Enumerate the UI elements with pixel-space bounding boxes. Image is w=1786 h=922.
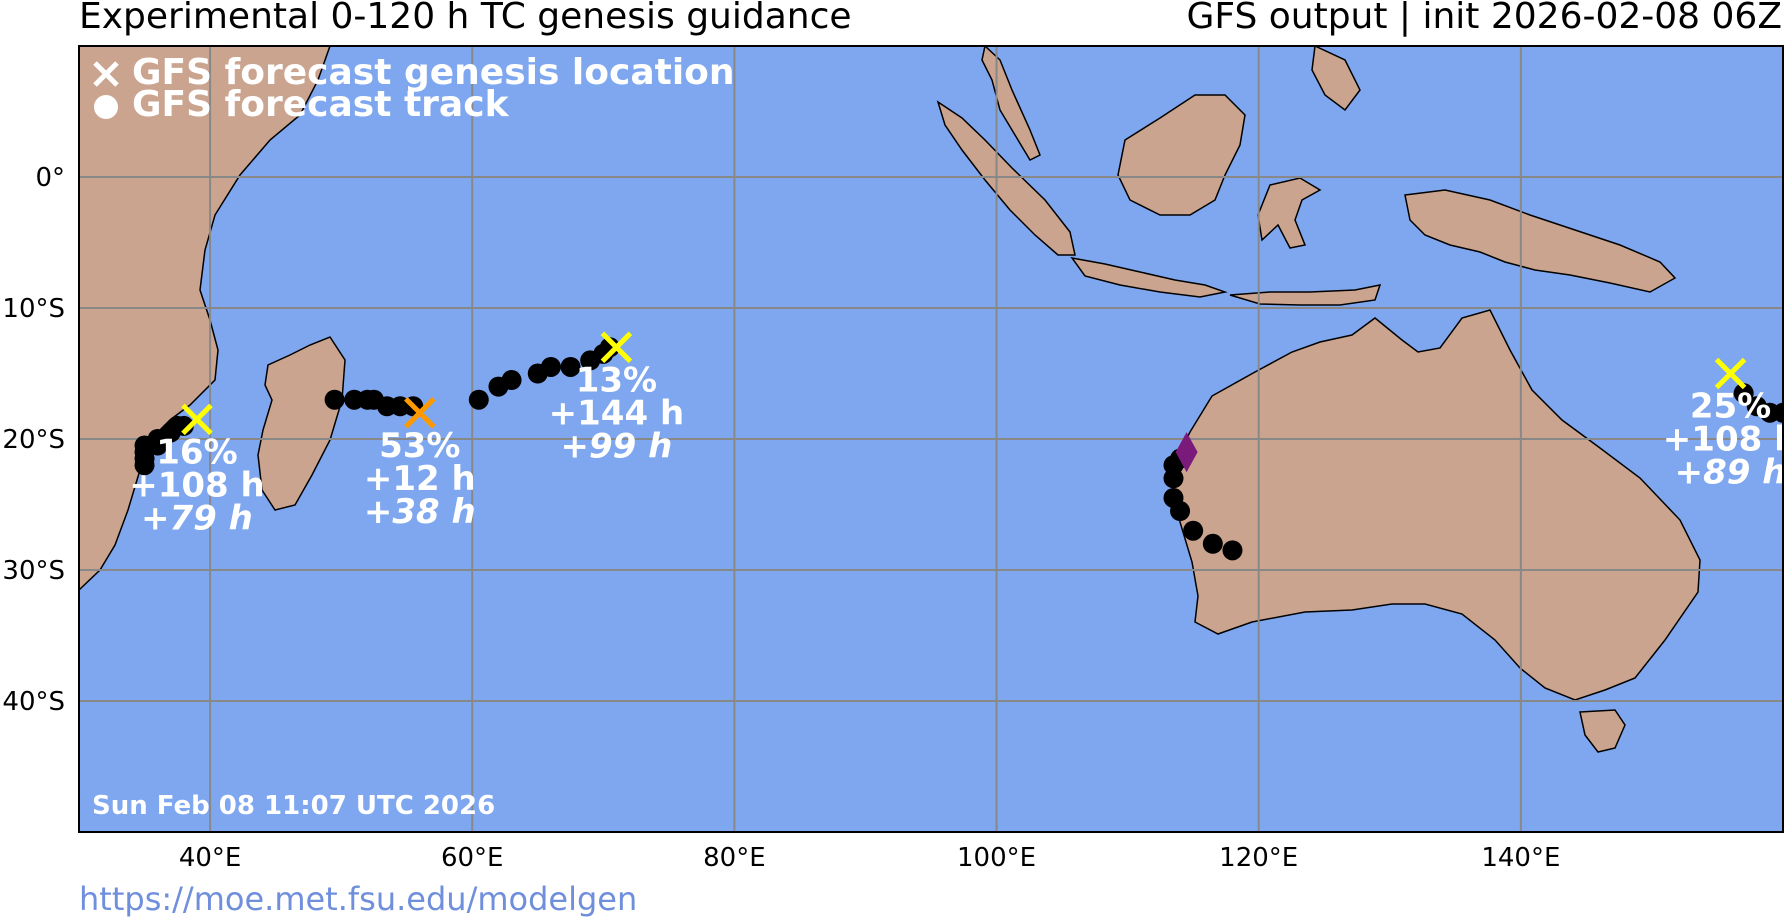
track-point: [1183, 520, 1204, 541]
land-tasmania: [1579, 709, 1626, 753]
genesis-duration: +99 h: [560, 426, 672, 466]
land-new-guinea: [1404, 189, 1677, 293]
lon-tick-label: 140°E: [1481, 843, 1560, 873]
genesis-lead-time: +108 h: [129, 465, 265, 505]
lon-tick-label: 80°E: [703, 843, 766, 873]
land-sulawesi: [1257, 177, 1322, 249]
gridlines: [79, 46, 1783, 832]
genesis-probability: 53%: [379, 426, 460, 466]
track-point: [1733, 383, 1754, 404]
genesis-x-marker: [1714, 357, 1747, 390]
genesis-duration: +79 h: [141, 498, 253, 538]
land-sumatra: [936, 100, 1076, 256]
genesis-layer: [181, 331, 1747, 436]
track-point: [1170, 501, 1191, 522]
legend: GFS forecast genesis location GFS foreca…: [93, 52, 735, 125]
track-point: [1773, 402, 1783, 423]
genesis-duration: +38 h: [364, 492, 476, 532]
lat-tick-label: 0°: [35, 163, 65, 193]
land-madagascar: [257, 336, 346, 511]
legend-track-label: GFS forecast track: [132, 84, 510, 125]
track-point: [1222, 540, 1243, 561]
source-url-link[interactable]: https://moe.met.fsu.edu/modelgen: [79, 880, 638, 918]
map-frame: [78, 45, 1784, 833]
legend-genesis-label: GFS forecast genesis location: [132, 52, 735, 93]
track-point: [324, 389, 345, 410]
lon-tick-label: 60°E: [441, 843, 504, 873]
track-point: [468, 389, 489, 410]
land-java: [1070, 256, 1228, 298]
lat-tick-label: 20°S: [2, 425, 65, 455]
legend-genesis-icon: [93, 61, 119, 87]
timestamp: Sun Feb 08 11:07 UTC 2026: [92, 791, 495, 821]
land-borneo: [1117, 94, 1246, 216]
genesis-lead-time: +108 h: [1663, 420, 1786, 460]
diamond-marker: [1175, 432, 1198, 473]
map-title: Experimental 0-120 h TC genesis guidance: [79, 0, 852, 37]
track-point: [1202, 533, 1223, 554]
lon-axis: 40°E 60°E 80°E 100°E 120°E 140°E: [179, 843, 1561, 873]
lon-tick-label: 40°E: [179, 843, 242, 873]
lat-tick-label: 40°S: [2, 687, 65, 717]
lat-axis: 0° 10°S 20°S 30°S 40°S: [2, 163, 65, 717]
genesis-x-marker: [181, 403, 213, 436]
legend-track-icon: [94, 95, 118, 119]
track-point: [560, 356, 581, 377]
genesis-x-marker: [404, 397, 436, 429]
track-point: [501, 370, 522, 391]
land-australia: [1171, 309, 1701, 701]
genesis-duration: +89 h: [1675, 453, 1786, 493]
lat-tick-label: 30°S: [2, 556, 65, 586]
genesis-probability: 25%: [1690, 387, 1771, 427]
track-point: [134, 455, 155, 476]
label-layer: 16%+108 h+79 h53%+12 h+38 h13%+144 h+99 …: [129, 360, 1786, 538]
genesis-lead-time: +144 h: [549, 393, 685, 433]
model-init-title: GFS output | init 2026-02-08 06Z: [1186, 0, 1782, 37]
lat-tick-label: 10°S: [2, 294, 65, 324]
genesis-probability: 16%: [156, 432, 237, 472]
genesis-lead-time: +12 h: [364, 459, 476, 499]
genesis-x-marker: [600, 331, 633, 364]
lon-tick-label: 120°E: [1219, 843, 1298, 873]
lon-tick-label: 100°E: [957, 843, 1036, 873]
genesis-probability: 13%: [576, 360, 657, 400]
track-point: [1163, 468, 1184, 489]
land-lesser-sunda: [1229, 284, 1382, 306]
track-point: [147, 435, 168, 456]
track-point: [540, 356, 561, 377]
land-philippines: [1311, 46, 1361, 112]
